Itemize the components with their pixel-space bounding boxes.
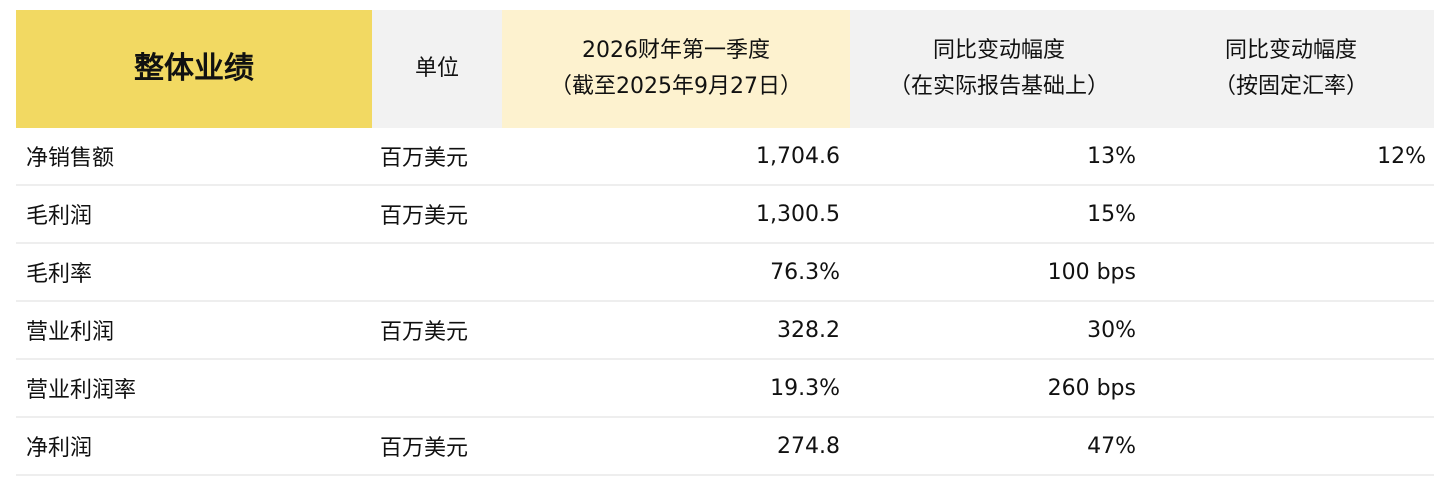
performance-table: 整体业绩 单位 2026财年第一季度 （截至2025年9月27日） 同比变动幅度… [16, 10, 1434, 476]
table-header: 整体业绩 单位 2026财年第一季度 （截至2025年9月27日） 同比变动幅度… [16, 10, 1434, 128]
header-q1-line1: 2026财年第一季度 [582, 38, 770, 63]
header-title: 整体业绩 [16, 10, 372, 128]
unit-cell: 百万美元 [380, 320, 469, 345]
value-cell: 328.2 [777, 317, 840, 343]
table-row: 毛利率 76.3% 100 bps [16, 244, 1434, 302]
header-yoy-reported-line1: 同比变动幅度 [932, 38, 1065, 63]
table-row: 净销售额 百万美元 1,704.6 13% 12% [16, 128, 1434, 186]
yoy-reported-cell: 100 bps [1047, 259, 1136, 285]
metric-cell: 净利润 [26, 436, 93, 461]
table-row: 毛利润 百万美元 1,300.5 15% [16, 186, 1434, 244]
header-title-text: 整体业绩 [134, 51, 254, 86]
value-cell: 274.8 [777, 433, 840, 459]
unit-cell: 百万美元 [380, 204, 469, 229]
metric-cell: 净销售额 [26, 146, 115, 171]
yoy-reported-cell: 30% [1087, 317, 1136, 343]
header-yoy-reported: 同比变动幅度 （在实际报告基础上） [850, 10, 1148, 128]
header-yoy-reported-line2: （在实际报告基础上） [888, 74, 1109, 99]
yoy-reported-cell: 260 bps [1047, 375, 1136, 401]
header-unit-text: 单位 [414, 56, 459, 81]
yoy-cc-cell: 12% [1377, 143, 1426, 169]
unit-cell: 百万美元 [380, 436, 469, 461]
metric-cell: 毛利率 [26, 262, 93, 287]
unit-cell: 百万美元 [380, 146, 469, 171]
header-unit: 单位 [372, 10, 502, 128]
value-cell: 1,704.6 [756, 143, 840, 169]
header-yoy-cc-line1: 同比变动幅度 [1224, 38, 1357, 63]
table-row: 营业利润率 19.3% 260 bps [16, 360, 1434, 418]
header-q1-line2: （截至2025年9月27日） [550, 74, 802, 99]
metric-cell: 营业利润 [26, 320, 115, 345]
metric-cell: 营业利润率 [26, 378, 137, 403]
header-yoy-cc: 同比变动幅度 （按固定汇率） [1148, 10, 1434, 128]
yoy-reported-cell: 13% [1087, 143, 1136, 169]
value-cell: 76.3% [770, 259, 840, 285]
header-yoy-cc-line2: （按固定汇率） [1213, 74, 1368, 99]
yoy-reported-cell: 15% [1087, 201, 1136, 227]
table-row: 净利润 百万美元 274.8 47% [16, 418, 1434, 476]
table-row: 营业利润 百万美元 328.2 30% [16, 302, 1434, 360]
value-cell: 19.3% [770, 375, 840, 401]
yoy-reported-cell: 47% [1087, 433, 1136, 459]
value-cell: 1,300.5 [756, 201, 840, 227]
header-q1: 2026财年第一季度 （截至2025年9月27日） [502, 10, 850, 128]
metric-cell: 毛利润 [26, 204, 93, 229]
